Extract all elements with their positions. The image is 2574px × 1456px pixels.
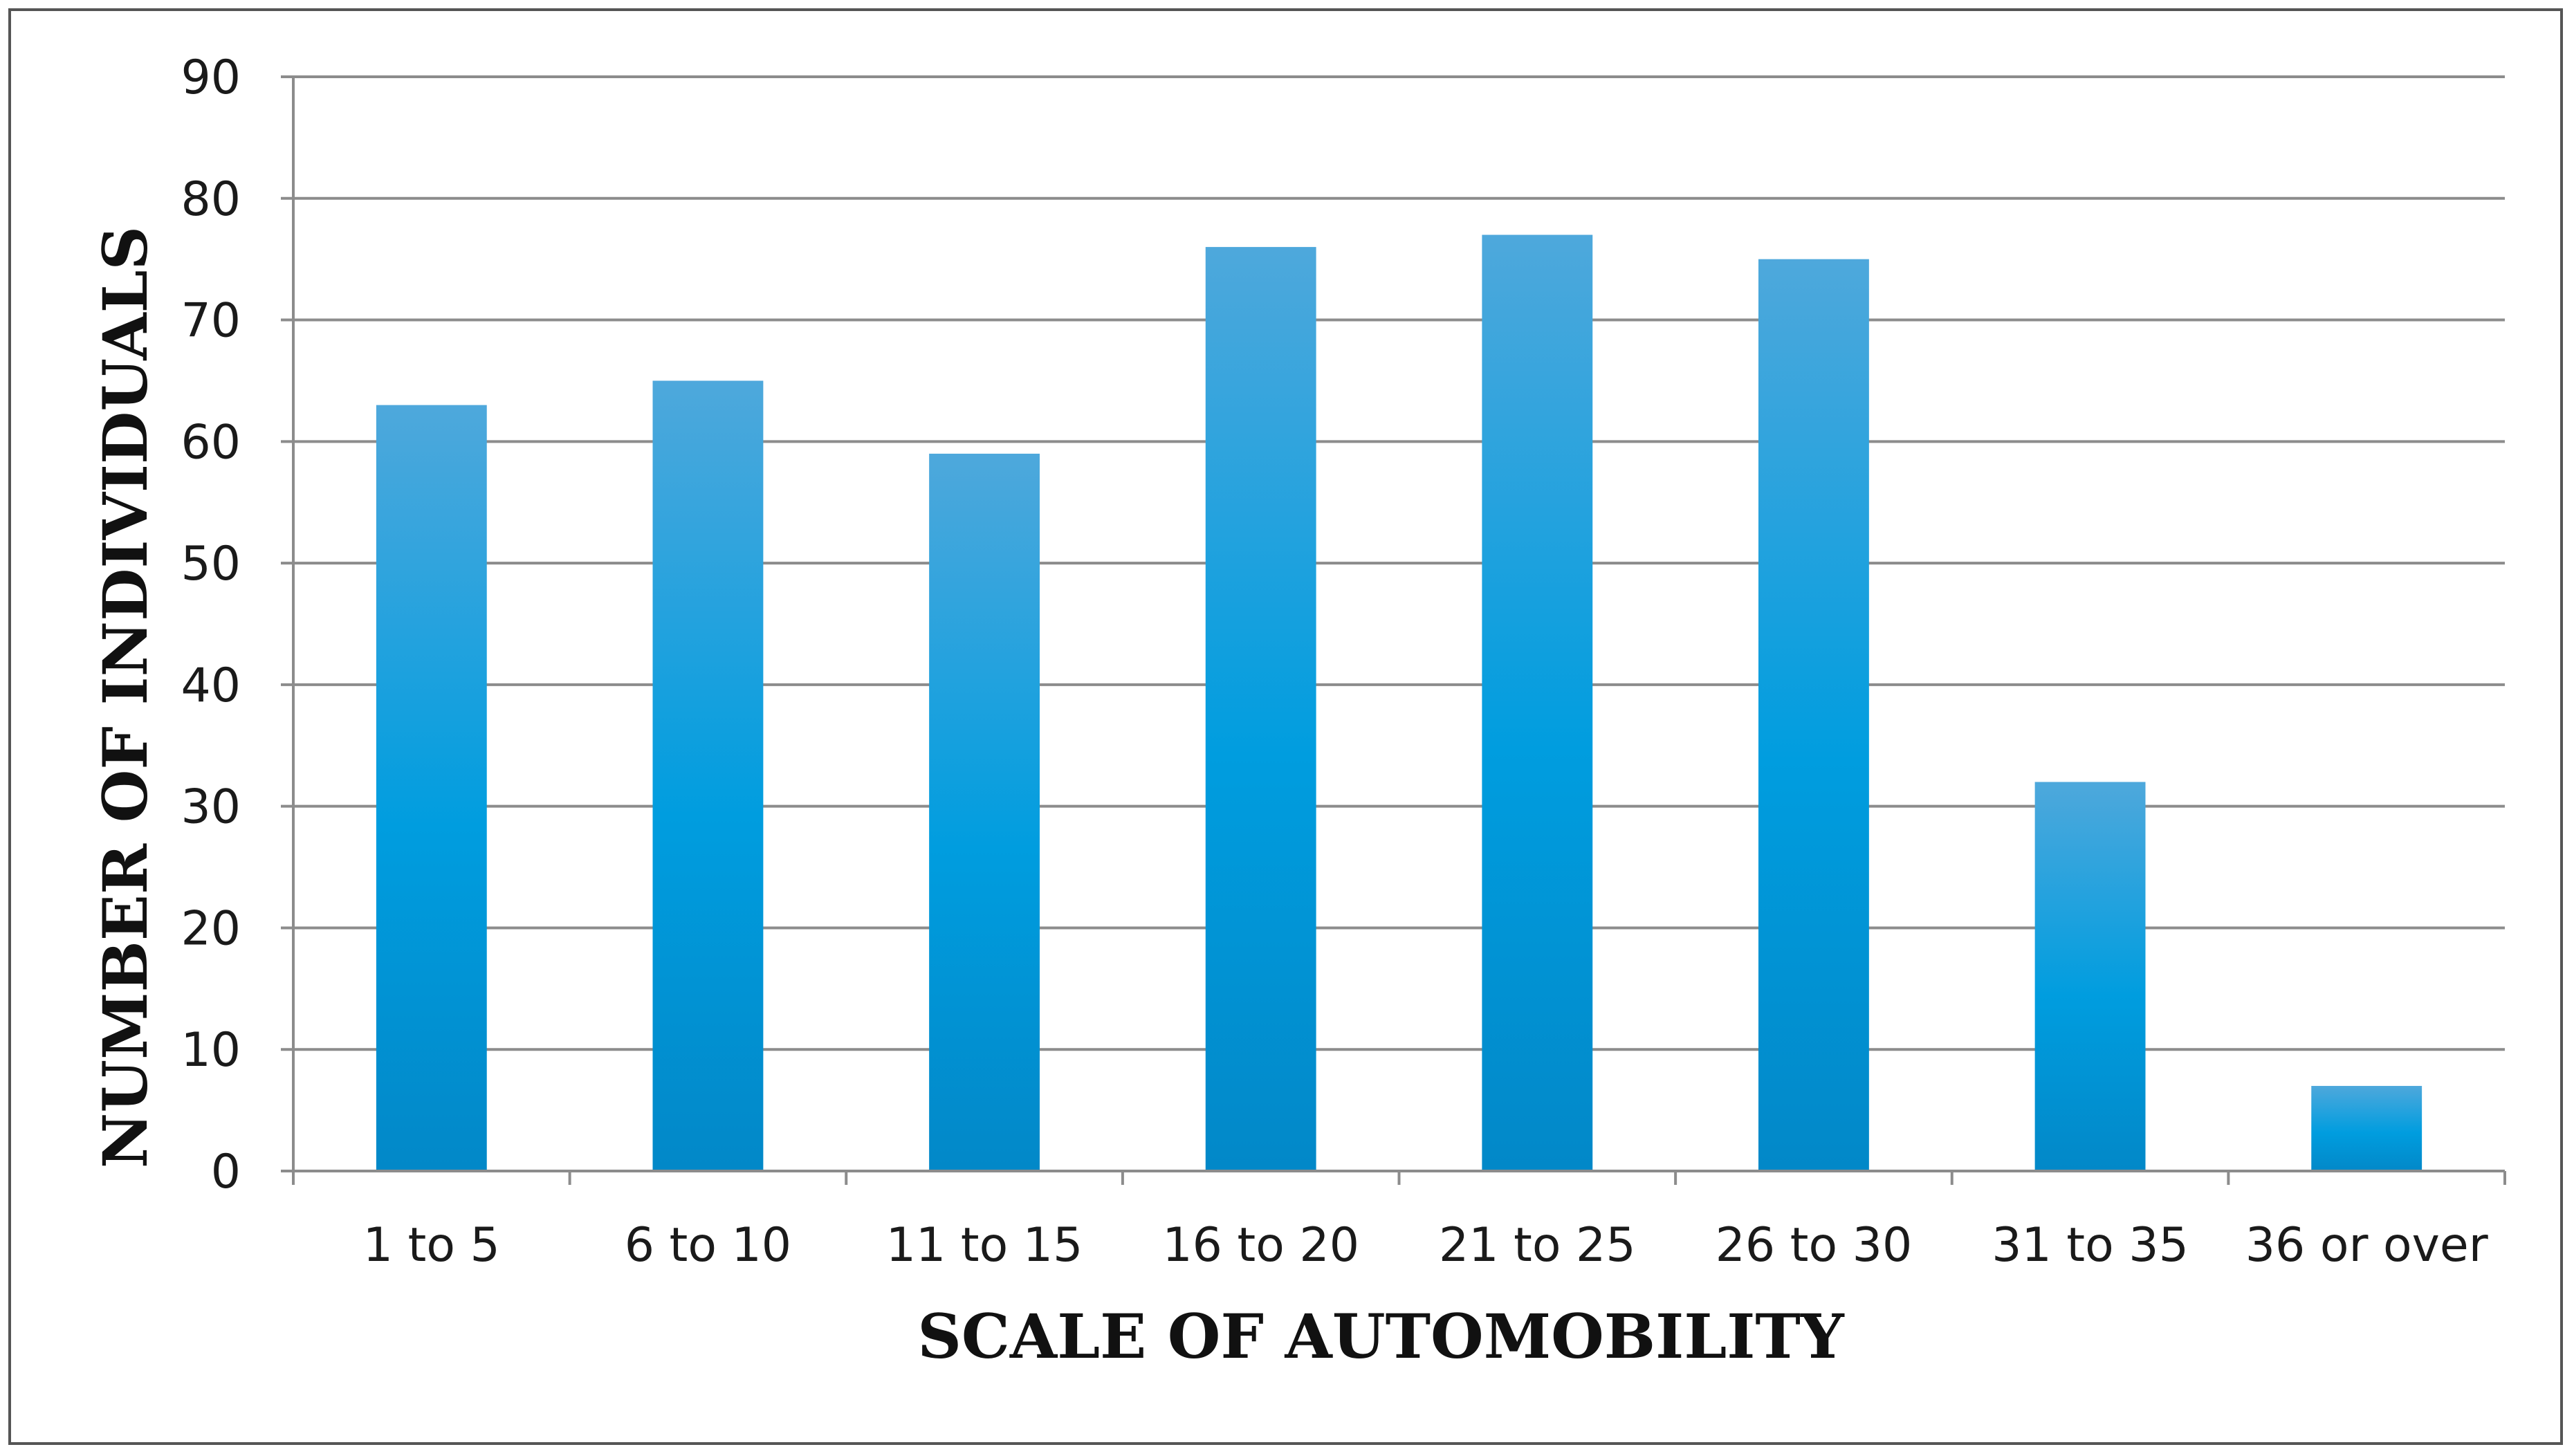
bar (2311, 1085, 2423, 1171)
x-axis (292, 1170, 2506, 1185)
y-axis-title: NUMBER OF INDIVIDUALS (89, 226, 161, 1168)
bar (376, 405, 487, 1171)
x-tick-label: 31 to 35 (1992, 1218, 2189, 1273)
x-tick-label: 36 or over (2245, 1218, 2488, 1273)
y-tick-label: 40 (181, 658, 241, 713)
y-tick-label: 70 (181, 294, 241, 349)
y-tick-label: 30 (181, 780, 241, 835)
bar (1205, 247, 1316, 1172)
y-tick-label: 60 (181, 415, 241, 470)
x-tick-label: 11 to 15 (886, 1218, 1083, 1273)
x-tick-labels: 1 to 5 6 to 10 11 to 15 16 to 20 21 to 25 26 … (363, 1218, 2488, 1273)
bar (652, 380, 764, 1171)
y-tick-label: 0 (211, 1145, 241, 1199)
x-axis-title: SCALE OF AUTOMOBILITY (917, 1300, 1845, 1372)
bar (1758, 259, 1869, 1172)
y-tick-label: 20 (181, 901, 241, 956)
bar (929, 453, 1040, 1171)
x-tick-label: 26 to 30 (1716, 1218, 1913, 1273)
bar (2034, 782, 2146, 1171)
x-tick-label: 6 to 10 (625, 1218, 791, 1273)
y-tick-label: 50 (181, 537, 241, 591)
y-tick-label: 10 (181, 1023, 241, 1078)
bar (1482, 234, 1593, 1171)
y-tick-labels: 0 10 20 30 40 50 60 70 80 90 (181, 50, 241, 1199)
y-tick-label: 90 (181, 50, 241, 105)
x-tick-label: 21 to 25 (1439, 1218, 1636, 1273)
y-tick-label: 80 (181, 172, 241, 227)
x-tick-label: 16 to 20 (1162, 1218, 1359, 1273)
bars (376, 234, 2423, 1172)
gridlines (281, 75, 2505, 1185)
x-tick-label: 1 to 5 (363, 1218, 500, 1273)
